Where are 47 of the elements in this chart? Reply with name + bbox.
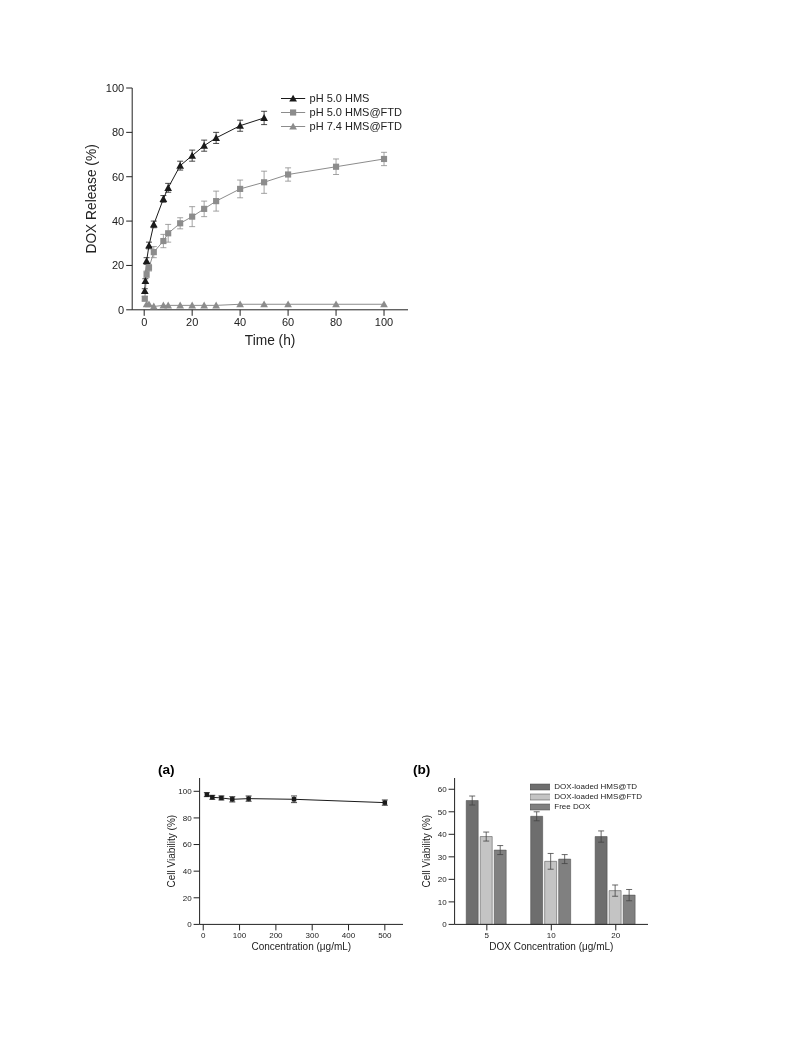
y-tick-label: 60: [182, 840, 193, 850]
chart-title: (b): [413, 762, 431, 777]
y-axis-title: DOX Release (%): [83, 144, 99, 254]
legend-label: pH 5.0 HMS: [309, 92, 370, 106]
x-tick-label: 60: [281, 315, 295, 328]
x-axis-title: Time (h): [244, 333, 296, 348]
x-tick-label: 40: [234, 315, 247, 328]
x-tick-label: 300: [305, 931, 320, 941]
y-tick-label: 20: [437, 875, 448, 885]
y-tick-label: 60: [437, 785, 448, 795]
y-tick-label: 0: [187, 920, 193, 930]
y-tick-label: 100: [178, 787, 193, 797]
legend-label: DOX-loaded HMS@FTD: [554, 792, 642, 802]
x-tick-label: 20: [611, 931, 621, 941]
y-tick-label: 10: [437, 897, 448, 907]
legend-label: DOX-loaded HMS@TD: [554, 782, 638, 792]
chart-title: (a): [158, 762, 175, 777]
y-tick-label: 0: [118, 303, 125, 316]
x-tick-label: 10: [546, 931, 557, 941]
x-tick-label: 100: [374, 315, 394, 328]
x-tick-label: 0: [201, 931, 207, 941]
y-tick-label: 30: [437, 852, 448, 862]
y-tick-label: 40: [111, 214, 125, 227]
y-tick-label: 80: [111, 126, 125, 139]
x-axis-title: DOX Concentration (μg/mL): [489, 941, 614, 952]
x-tick-label: 200: [269, 931, 284, 941]
y-tick-label: 80: [182, 813, 193, 823]
x-tick-label: 100: [232, 931, 247, 941]
x-tick-label: 500: [378, 931, 393, 941]
x-tick-label: 400: [341, 931, 356, 941]
legend-label: pH 7.4 HMS@FTD: [309, 119, 402, 134]
x-tick-label: 0: [141, 315, 148, 328]
y-tick-label: 40: [182, 867, 193, 876]
y-axis-title: Cell Viability (%): [420, 814, 432, 888]
y-tick-label: 100: [105, 81, 125, 94]
y-axis-title: Cell Viability (%): [165, 814, 177, 888]
legend-label: Free DOX: [554, 802, 591, 812]
x-axis-title: Concentration (μg/mL): [251, 941, 352, 952]
y-tick-label: 20: [111, 259, 125, 272]
x-tick-label: 5: [484, 931, 490, 941]
y-tick-label: 50: [437, 807, 448, 817]
y-tick-label: 20: [182, 893, 193, 903]
y-tick-label: 40: [437, 830, 448, 840]
y-tick-label: 60: [111, 170, 125, 183]
y-tick-label: 0: [442, 920, 448, 930]
x-tick-label: 80: [329, 315, 343, 328]
legend-label: pH 5.0 HMS@FTD: [309, 105, 402, 120]
